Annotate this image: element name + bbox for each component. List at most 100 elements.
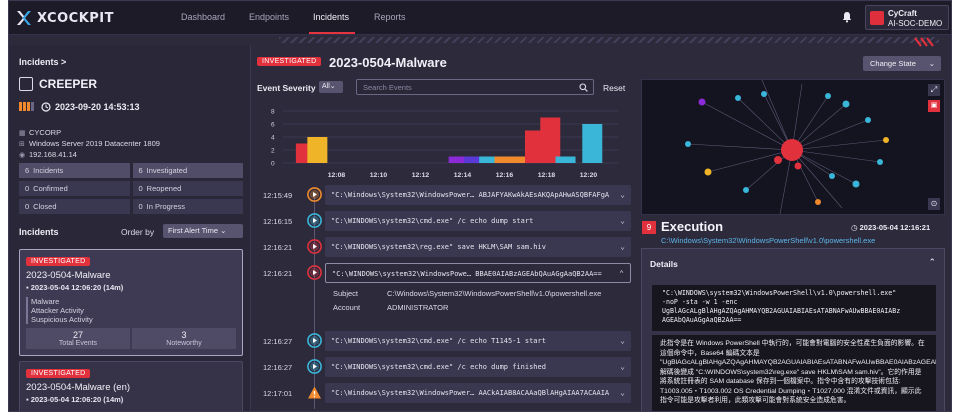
total-events: 27 Total Events bbox=[26, 328, 130, 349]
stat-closed[interactable]: 0 Closed bbox=[19, 199, 130, 214]
event-row[interactable]: 12:16:21 "C:\WINDOWS\system32\reg.exe" sa… bbox=[253, 237, 631, 257]
bar[interactable] bbox=[555, 156, 576, 164]
nav-dashboard[interactable]: Dashboard bbox=[181, 12, 226, 22]
event-command[interactable]: "C:\WINDOWS\system32\cmd.exe" /c echo du… bbox=[325, 211, 631, 231]
event-row[interactable]: 12:16:21 "C:\WINDOWS\system32\WindowsPowe… bbox=[253, 263, 631, 283]
event-time: 12:16:27 bbox=[263, 337, 293, 346]
order-by-select[interactable]: First Alert Time ⌄ bbox=[163, 224, 243, 238]
incident-time: ▪ 2023-05-04 12:06:20 (14m) bbox=[26, 283, 124, 292]
stat-reopened[interactable]: 0 Reopened bbox=[132, 181, 243, 196]
brand-logo[interactable]: XCOCKPIT bbox=[15, 9, 114, 27]
incident-card[interactable]: INVESTIGATED 2023-0504-Malware ▪ 2023-05… bbox=[19, 249, 243, 356]
search-icon bbox=[579, 83, 588, 92]
bar[interactable] bbox=[582, 124, 603, 163]
status-badge: INVESTIGATED bbox=[26, 369, 91, 378]
detail-account-value: ADMINISTRATOR bbox=[387, 303, 449, 312]
chevron-down-icon[interactable]: ⌄ bbox=[620, 216, 625, 225]
brand-corner-icon bbox=[914, 37, 934, 47]
graph-node bbox=[774, 156, 782, 164]
event-command[interactable]: "C:\WINDOWS\system32\cmd.exe" /c echo T1… bbox=[325, 331, 631, 351]
stat-incidents[interactable]: 6 Incidents bbox=[19, 163, 130, 178]
xcockpit-logo-icon bbox=[17, 11, 31, 25]
play-icon bbox=[307, 239, 322, 254]
event-title: Execution bbox=[661, 219, 724, 234]
graph-node bbox=[735, 95, 741, 101]
incident-title: 2023-0504-Malware bbox=[329, 55, 447, 70]
stat-confirmed[interactable]: 0 Confirmed bbox=[19, 181, 130, 196]
change-state-button[interactable]: Change State ⌄ bbox=[863, 56, 941, 71]
chevron-up-icon[interactable]: ⌃ bbox=[928, 257, 936, 267]
x-tick-label: 12:14 bbox=[454, 172, 472, 179]
decorative-stripe bbox=[279, 37, 939, 43]
event-command[interactable]: "C:\WINDOWS\system32\cmd.exe" /c echo du… bbox=[325, 357, 631, 377]
graph-node bbox=[825, 93, 831, 99]
bar[interactable] bbox=[525, 130, 545, 164]
host-ip-value: 192.168.41.14 bbox=[29, 150, 77, 159]
graph-node bbox=[852, 180, 860, 188]
y-tick-label: 2 bbox=[271, 148, 275, 155]
chevron-up-icon[interactable]: ⌃ bbox=[619, 269, 624, 278]
stat-in-progress[interactable]: 0 In Progress bbox=[132, 199, 243, 214]
bar[interactable] bbox=[509, 156, 530, 164]
graph-node bbox=[781, 139, 803, 161]
search-input[interactable]: Search Events bbox=[356, 79, 594, 95]
host-os-value: Windows Server 2019 Datacenter 1809 bbox=[29, 139, 160, 148]
fit-view-icon[interactable]: ⊙ bbox=[928, 198, 940, 210]
process-graph[interactable]: ⤢ ▣ ⊙ bbox=[641, 79, 945, 215]
brand-name: XCOCKPIT bbox=[37, 10, 114, 26]
bar[interactable] bbox=[463, 156, 484, 164]
event-row[interactable]: 12:16:27 "C:\WINDOWS\system32\cmd.exe" /c… bbox=[253, 331, 631, 351]
graph-node bbox=[761, 91, 767, 97]
nav-endpoints[interactable]: Endpoints bbox=[249, 12, 290, 22]
bar[interactable] bbox=[540, 117, 561, 164]
breadcrumb[interactable]: Incidents > bbox=[19, 57, 67, 67]
incident-card[interactable]: INVESTIGATED 2023-0504-Malware (en) ▪ 20… bbox=[19, 361, 243, 411]
event-command[interactable]: "C:\Windows\System32\WindowsPower… AACkA… bbox=[325, 383, 631, 403]
alert-node-icon[interactable]: ▣ bbox=[928, 100, 940, 112]
event-command[interactable]: "C:\Windows\System32\WindowsPower… ABJAF… bbox=[325, 185, 631, 205]
network-icon: ◉ bbox=[19, 152, 26, 159]
event-process-path[interactable]: C:\Windows\System32\WindowsPowerShell\v1… bbox=[661, 236, 876, 245]
x-tick-label: 12:08 bbox=[328, 172, 346, 179]
ai-explanation: 此指令是在 Windows PowerShell 中執行的，可能會對電腦的安全性… bbox=[652, 335, 936, 411]
event-row[interactable]: 12:17:01 "C:\Windows\System32\WindowsPowe… bbox=[253, 383, 631, 403]
graph-node bbox=[883, 137, 889, 143]
nav-active-indicator bbox=[309, 32, 355, 34]
nav-incidents[interactable]: Incidents bbox=[313, 12, 350, 22]
event-time: 12:16:15 bbox=[263, 217, 293, 226]
event-row[interactable]: 12:15:49 "C:\Windows\System32\WindowsPowe… bbox=[253, 185, 631, 205]
clock-icon: ◷ bbox=[851, 223, 860, 232]
chevron-down-icon[interactable]: ⌄ bbox=[620, 388, 625, 397]
play-icon bbox=[307, 213, 322, 228]
severity-select[interactable]: All⌄ bbox=[319, 81, 343, 93]
bar[interactable] bbox=[307, 137, 328, 163]
play-icon bbox=[307, 187, 322, 202]
detail-subject-label: Subject bbox=[333, 289, 359, 298]
expand-icon[interactable]: ⤢ bbox=[928, 84, 940, 96]
chevron-down-icon[interactable]: ⌄ bbox=[620, 336, 625, 345]
calendar-icon: ▪ bbox=[26, 395, 31, 404]
bar[interactable] bbox=[479, 156, 500, 164]
org-logo-icon bbox=[870, 11, 884, 25]
event-row[interactable]: 12:16:15 "C:\WINDOWS\system32\cmd.exe" /c… bbox=[253, 211, 631, 231]
chevron-down-icon[interactable]: ⌄ bbox=[620, 362, 625, 371]
incident-time: ▪ 2023-05-04 12:06:20 (14m) bbox=[26, 395, 124, 404]
reset-button[interactable]: Reset bbox=[603, 83, 626, 93]
bell-icon[interactable] bbox=[841, 11, 853, 23]
play-icon bbox=[307, 333, 322, 348]
event-time: 12:17:01 bbox=[263, 389, 293, 398]
event-command[interactable]: "C:\WINDOWS\system32\reg.exe" save HKLM\… bbox=[325, 237, 631, 257]
bar[interactable] bbox=[448, 156, 469, 164]
tag: Malware bbox=[31, 297, 60, 306]
event-row[interactable]: 12:16:27 "C:\WINDOWS\system32\cmd.exe" /c… bbox=[253, 357, 631, 377]
nav-reports[interactable]: Reports bbox=[374, 12, 406, 22]
chevron-down-icon[interactable]: ⌄ bbox=[620, 190, 625, 199]
bar[interactable] bbox=[494, 156, 515, 164]
stat-investigated[interactable]: 6 Investigated bbox=[132, 163, 243, 178]
tag: Suspicious Activity bbox=[31, 315, 93, 324]
event-command[interactable]: "C:\WINDOWS\system32\WindowsPowe… BBAE0A… bbox=[325, 263, 631, 283]
chevron-down-icon[interactable]: ⌄ bbox=[620, 242, 625, 251]
event-detail-panel: Change State ⌄ bbox=[637, 45, 951, 411]
org-switcher[interactable]: CyCraft AI-SOC-DEMO bbox=[865, 5, 949, 30]
details-heading[interactable]: Details bbox=[650, 259, 678, 269]
